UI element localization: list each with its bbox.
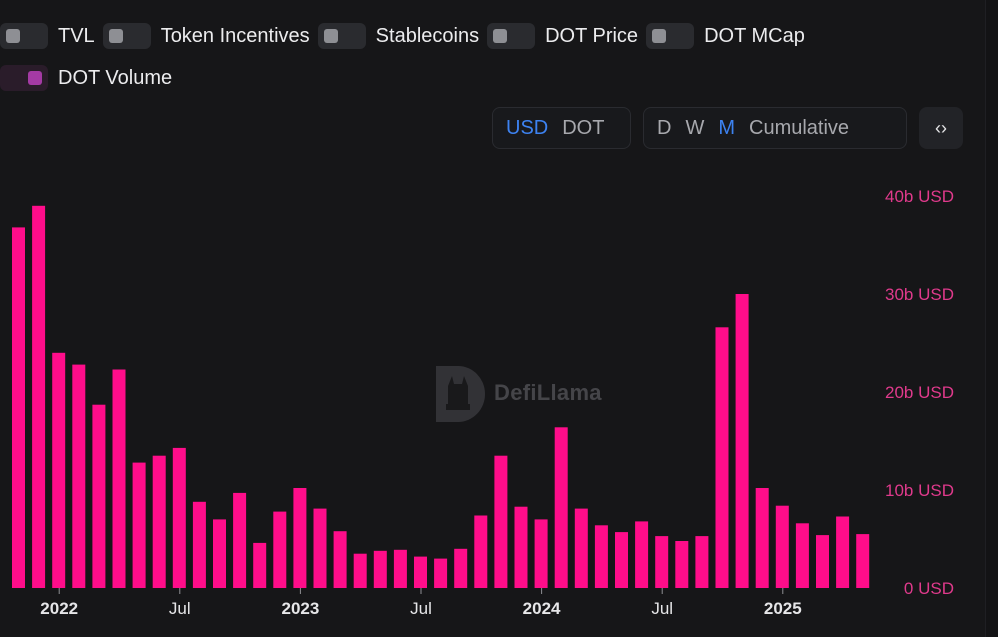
toggle-knob — [652, 29, 667, 43]
period-selector: D W M Cumulative — [643, 107, 907, 149]
bar[interactable] — [273, 511, 287, 588]
y-axis: 0 USD 10b USD 20b USD 30b USD 40b USD — [885, 187, 954, 598]
bar[interactable] — [534, 519, 548, 588]
toggle-label: DOT MCap — [704, 24, 805, 47]
y-tick-label: 20b USD — [885, 383, 954, 402]
bar[interactable] — [675, 541, 689, 588]
bar[interactable] — [695, 536, 709, 588]
bar[interactable] — [816, 535, 829, 588]
bar[interactable] — [353, 553, 367, 588]
toggle-row-1: TVL Token Incentives Stablecoins DOT Pri… — [0, 18, 960, 54]
toggle-switch[interactable] — [0, 65, 48, 91]
currency-selector: USD DOT — [492, 107, 631, 149]
bar[interactable] — [32, 205, 46, 589]
currency-usd-button[interactable]: USD — [506, 116, 549, 139]
toggle-knob — [493, 29, 508, 43]
toggle-label: DOT Price — [545, 24, 639, 47]
x-axis: 2022 Jul 2023 Jul 2024 Jul 2025 — [40, 588, 802, 618]
toggle-label: Stablecoins — [375, 24, 480, 47]
bar[interactable] — [12, 227, 25, 588]
bar[interactable] — [454, 548, 468, 588]
period-cumulative-button[interactable]: Cumulative — [749, 116, 850, 139]
bar[interactable] — [494, 455, 508, 588]
toggle-row-2: DOT Volume — [0, 60, 960, 96]
toggle-knob — [323, 29, 338, 43]
code-brackets-icon: ‹› — [935, 117, 947, 138]
bar[interactable] — [373, 550, 387, 588]
bar[interactable] — [715, 327, 729, 588]
bar[interactable] — [52, 352, 66, 588]
y-tick-label: 10b USD — [885, 481, 954, 500]
bar[interactable] — [414, 556, 427, 588]
x-tick-label: Jul — [169, 599, 191, 618]
bar[interactable] — [474, 515, 488, 589]
toggle-label: DOT Volume — [58, 66, 173, 89]
period-daily-button[interactable]: D — [657, 116, 672, 139]
bar[interactable] — [233, 492, 247, 588]
bar[interactable] — [514, 506, 528, 588]
bar[interactable] — [213, 519, 226, 588]
bar[interactable] — [92, 404, 106, 588]
series-toggles: TVL Token Incentives Stablecoins DOT Pri… — [0, 18, 960, 102]
y-tick-label: 30b USD — [885, 285, 954, 304]
toggle-label: TVL — [58, 24, 95, 47]
bar[interactable] — [594, 525, 608, 588]
llama-logo-icon — [436, 366, 485, 422]
toggle-switch[interactable] — [102, 23, 151, 49]
bar[interactable] — [635, 521, 649, 588]
toggle-switch[interactable] — [487, 23, 536, 49]
watermark-text: DefiLlama — [494, 380, 602, 405]
x-tick-label: 2025 — [764, 599, 802, 618]
bar[interactable] — [313, 508, 327, 588]
toggle-switch[interactable] — [0, 23, 48, 49]
bar[interactable] — [132, 462, 146, 588]
bar[interactable] — [293, 488, 307, 588]
bar[interactable] — [152, 455, 166, 588]
bar[interactable] — [655, 536, 669, 588]
currency-dot-button[interactable]: DOT — [562, 116, 605, 139]
toggle-tvl[interactable]: TVL — [0, 23, 95, 49]
toggle-dot-mcap[interactable]: DOT MCap — [646, 23, 805, 49]
bar[interactable] — [856, 534, 870, 588]
toggle-knob — [28, 71, 42, 85]
bar[interactable] — [393, 549, 407, 588]
toggle-switch[interactable] — [317, 23, 366, 49]
bar[interactable] — [333, 531, 347, 588]
toggle-token-incentives[interactable]: Token Incentives — [102, 23, 310, 49]
toggle-label: Token Incentives — [160, 24, 310, 47]
period-weekly-button[interactable]: W — [685, 116, 705, 139]
toggle-switch[interactable] — [646, 23, 695, 49]
bar[interactable] — [795, 523, 809, 588]
x-tick-label: Jul — [410, 599, 432, 618]
toggle-dot-volume[interactable]: DOT Volume — [0, 65, 172, 91]
toggle-dot-price[interactable]: DOT Price — [487, 23, 638, 49]
watermark: DefiLlama — [432, 364, 602, 422]
y-tick-label: 0 USD — [904, 579, 954, 598]
bar[interactable] — [253, 542, 267, 588]
bar[interactable] — [735, 294, 749, 588]
bar[interactable] — [72, 364, 86, 588]
bar[interactable] — [836, 516, 850, 589]
bar[interactable] — [615, 532, 628, 588]
bar[interactable] — [172, 447, 186, 588]
x-tick-label: 2022 — [40, 599, 78, 618]
bar[interactable] — [434, 558, 448, 588]
y-tick-label: 40b USD — [885, 187, 954, 206]
bar[interactable] — [112, 369, 126, 589]
embed-code-button[interactable]: ‹› — [919, 107, 963, 149]
bar[interactable] — [574, 508, 588, 588]
bar[interactable] — [192, 501, 206, 588]
bar[interactable] — [775, 505, 789, 588]
bars-layer — [12, 205, 870, 589]
bar[interactable] — [554, 427, 568, 588]
bar[interactable] — [755, 488, 769, 588]
period-monthly-button[interactable]: M — [718, 116, 736, 139]
x-tick-label: 2024 — [523, 599, 561, 618]
x-tick-label: Jul — [651, 599, 673, 618]
toggle-stablecoins[interactable]: Stablecoins — [317, 23, 480, 49]
toggle-knob — [108, 29, 123, 43]
toggle-knob — [6, 29, 20, 43]
x-tick-label: 2023 — [281, 599, 319, 618]
